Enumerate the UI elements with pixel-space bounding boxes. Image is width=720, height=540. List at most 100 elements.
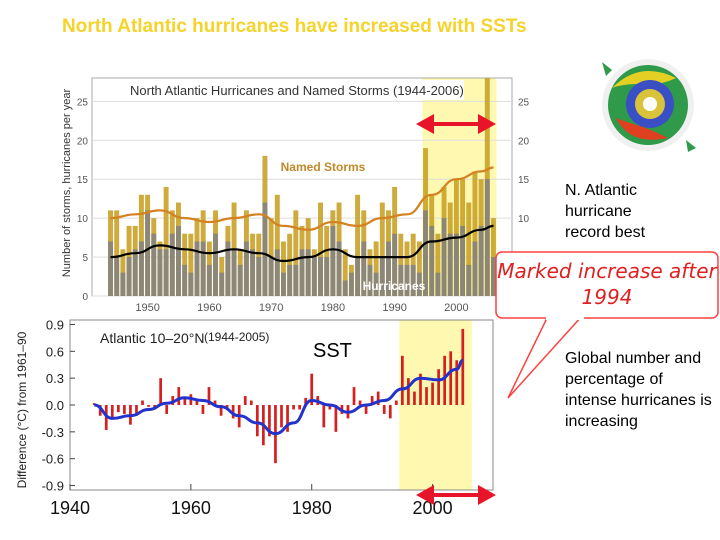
storms-y-axis-label: Number of storms, hurricanes per year [61, 89, 73, 278]
hurricane-bar [379, 257, 385, 296]
hurricane-bar [287, 264, 293, 296]
hurricane-bar [237, 264, 243, 296]
hurricane-bar [114, 257, 120, 296]
hurricane-bar [163, 249, 169, 296]
sst-y-tick: -0.3 [42, 425, 64, 440]
sst-anomaly-bar [382, 405, 386, 414]
storms-y-tick-right: 10 [518, 214, 530, 225]
hurricane-bar [274, 249, 280, 296]
sst-anomaly-bar [201, 405, 205, 414]
sst-anomaly-bar [141, 400, 144, 405]
hurricane-bar [145, 210, 151, 296]
sst-anomaly-bar [116, 405, 120, 413]
hurricane-bar [491, 257, 496, 296]
hurricane-bar [243, 241, 249, 296]
hurricane-bar [478, 225, 484, 296]
hurricane-bar [299, 249, 305, 296]
sst-anomaly-bar [352, 387, 356, 405]
sst-anomaly-bar [195, 400, 199, 405]
sst-anomaly-bar [255, 405, 259, 437]
storms-y-tick-left: 25 [77, 97, 89, 108]
sst-anomaly-bar [92, 403, 96, 405]
hurricane-bar [293, 264, 299, 296]
sst-y-tick: 0.9 [46, 317, 64, 332]
sst-anomaly-bar [177, 387, 181, 405]
named-storm-bar [416, 241, 422, 296]
storms-y-tick-left: 10 [77, 214, 89, 225]
hurricane-bar [398, 264, 404, 296]
named-storms-legend-label: Named Storms [281, 160, 366, 174]
hurricane-bar [355, 257, 361, 296]
hurricane-bar [386, 241, 391, 296]
sst-anomaly-bar [461, 328, 465, 405]
sst-anomaly-bar [231, 405, 235, 419]
hurricane-bar [200, 241, 206, 296]
hurricane-bar [318, 257, 323, 296]
hurricane-bar [423, 210, 428, 296]
sst-anomaly-bar [159, 378, 163, 405]
storms-y-tick-left: 0 [82, 292, 88, 303]
hurricanes-trend-line [110, 224, 494, 263]
sst-anomaly-bar [110, 405, 114, 419]
global-note: Global number and percentage of intense … [565, 350, 712, 430]
sst-anomaly-bar [400, 355, 404, 405]
sst-anomaly-bar [298, 405, 301, 410]
sst-y-axis-label: Difference (°C) from 1961–90 [15, 331, 29, 488]
named-storm-bar [379, 202, 385, 296]
sst-highlight-band [399, 320, 472, 490]
period-arrow-bottom [416, 485, 496, 505]
named-storm-bar [435, 233, 441, 296]
sst-anomaly-bar [213, 400, 217, 405]
sst-anomaly-bar [147, 405, 150, 407]
sst-anomaly-bar [364, 405, 368, 414]
sst-y-tick: -0.9 [42, 479, 64, 494]
named-storm-bar [472, 171, 478, 296]
hurricane-bar [256, 257, 262, 296]
hurricane-bar [373, 272, 379, 296]
sst-anomaly-bar [328, 405, 332, 410]
storms-y-tick-left: 15 [77, 175, 89, 186]
sst-period-label: (1944-2005) [204, 330, 269, 344]
sst-title: Atlantic 10–20°N [100, 330, 204, 346]
hurricane-bar [429, 225, 435, 296]
sst-anomaly-bar [268, 405, 271, 437]
storms-y-tick-left: 20 [77, 136, 89, 147]
sst-y-tick: 0.3 [46, 371, 64, 386]
named-storm-bar [188, 233, 194, 296]
storms-tick-labels: 0055101015152020252519501960197019801990… [77, 97, 530, 314]
hurricane-bar [188, 272, 194, 296]
hurricane-bar [311, 257, 317, 296]
callout-text: Marked increase after 1994 [497, 259, 717, 309]
period-arrow-top [416, 114, 496, 134]
sst-anomaly-bar [455, 360, 459, 405]
hurricane-bar [151, 233, 157, 296]
storms-y-tick-right: 20 [518, 136, 530, 147]
sst-anomaly-bar [165, 405, 169, 414]
sst-x-tick: 1980 [292, 498, 332, 518]
sst-anomaly-bar [443, 355, 447, 405]
hurricane-bar [169, 233, 175, 296]
sst-label: SST [313, 340, 352, 362]
sst-anomaly-bar [310, 373, 314, 405]
sst-anomaly-bar [322, 405, 326, 428]
hurricane-bar [132, 249, 138, 296]
hurricane-bar [213, 233, 218, 296]
named-storm-bar [293, 210, 299, 296]
hurricane-bar [262, 202, 268, 296]
sst-anomaly-bar [98, 405, 102, 416]
hurricane-bar [361, 241, 367, 296]
hurricane-bar [138, 241, 144, 296]
hurricane-bar [342, 280, 348, 296]
sst-anomaly-bar [431, 382, 434, 405]
hurricane-bar [268, 257, 274, 296]
sst-anomaly-bar [437, 369, 440, 405]
sst-anomaly-bar [388, 405, 392, 419]
storms-lines [110, 166, 494, 263]
hurricane-bar [157, 249, 163, 296]
hurricane-bar [176, 225, 181, 296]
sst-anomaly-bar [207, 387, 211, 405]
named-storm-bar [355, 194, 361, 296]
named-storm-bar [163, 187, 169, 296]
sst-anomaly-bar [183, 397, 187, 405]
hurricane-bar [392, 233, 398, 296]
